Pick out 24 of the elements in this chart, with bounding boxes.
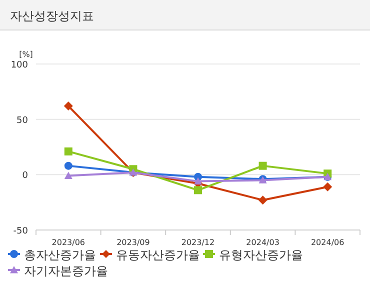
legend-label: 유형자산증가율 [219,248,303,262]
x-tick-label: 2023/06 [52,238,86,247]
y-tick-label: 100 [10,60,28,70]
y-axis-title: [%] [19,50,33,59]
point [64,102,73,111]
point [64,147,72,156]
legend-label: 자기자본증가율 [24,264,108,278]
point [258,162,267,170]
x-tick-label: 2023/12 [181,238,215,247]
point [64,162,72,170]
y-tick-label: 50 [16,116,28,126]
point [194,186,202,194]
legend-label: 유동자산증가율 [116,248,200,262]
x-tick-label: 2023/09 [116,238,150,247]
point [194,177,202,185]
point [258,196,268,205]
y-tick-label: 0 [22,171,28,182]
point [323,182,332,192]
x-tick-label: 2024/03 [246,238,280,247]
x-tick-label: 2024/06 [310,238,344,247]
point [64,172,72,179]
chart-title: 자산성장성지표 [10,9,94,23]
y-tick-label: -50 [13,226,28,236]
legend-label: 총자산증가율 [24,248,96,262]
